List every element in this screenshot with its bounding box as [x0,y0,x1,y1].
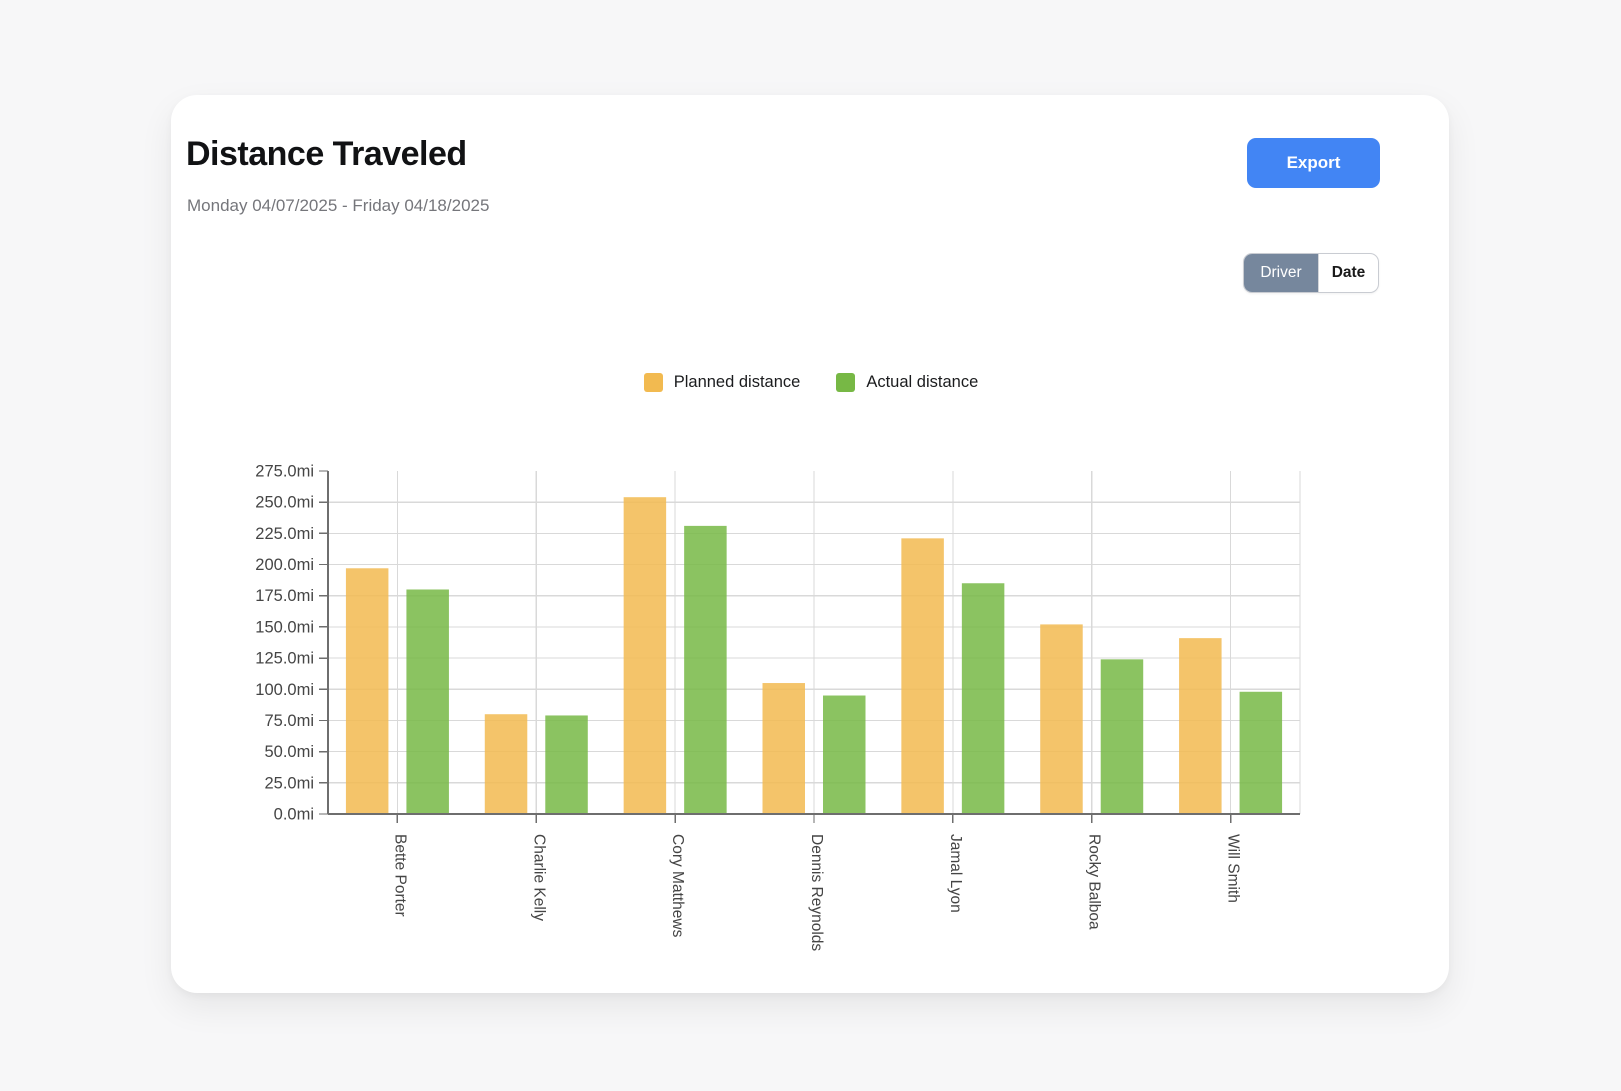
y-axis-label: 125.0mi [255,650,314,668]
x-axis-label-charlie-kelly: Charlie Kelly [530,834,547,921]
bar-actual-bette-porter[interactable] [406,589,449,814]
y-axis-label: 225.0mi [255,525,314,543]
x-axis-label-dennis-reynolds: Dennis Reynolds [808,834,825,951]
x-axis-label-rocky-balboa: Rocky Balboa [1086,834,1103,930]
distance-traveled-card: Distance Traveled Monday 04/07/2025 - Fr… [171,95,1449,993]
y-axis-label: 0.0mi [274,806,314,824]
y-axis-label: 275.0mi [255,463,314,481]
y-axis-label: 175.0mi [255,587,314,605]
bar-actual-will-smith[interactable] [1239,691,1283,814]
y-axis-label: 100.0mi [255,681,314,699]
planned-swatch-icon [643,372,663,392]
page-title: Distance Traveled [186,135,467,173]
group-by-toggle: Driver Date [1243,253,1379,293]
bar-planned-cory-matthews[interactable] [623,497,667,814]
x-axis-label-bette-porter: Bette Porter [391,834,408,917]
y-axis-label: 200.0mi [255,556,314,574]
y-axis-label: 25.0mi [264,774,314,792]
legend-item-actual[interactable]: Actual distance [836,372,979,392]
x-axis-label-cory-matthews: Cory Matthews [669,834,686,938]
y-axis-label: 150.0mi [255,618,314,636]
actual-swatch-icon [836,372,856,392]
y-axis-label: 50.0mi [264,743,314,761]
bar-actual-cory-matthews[interactable] [684,525,727,814]
legend-label-actual: Actual distance [866,372,979,391]
bar-actual-jamal-lyon[interactable] [961,583,1005,814]
toggle-option-date[interactable]: Date [1318,254,1378,292]
y-axis-label: 250.0mi [255,494,314,512]
legend-item-planned[interactable]: Planned distance [643,372,801,392]
bar-planned-jamal-lyon[interactable] [901,538,944,814]
legend-label-planned: Planned distance [673,372,801,391]
x-axis-label-jamal-lyon: Jamal Lyon [947,834,964,913]
bar-chart: 0.0mi 25.0mi 50.0mi 75.0mi 100.0mi 125.0mi 150… [255,463,1301,951]
bar-planned-will-smith[interactable] [1179,638,1222,814]
export-button[interactable]: Export [1247,138,1380,188]
bar-actual-rocky-balboa[interactable] [1100,659,1144,814]
y-axis-label: 75.0mi [264,712,314,730]
bar-actual-charlie-kelly[interactable] [545,715,588,814]
date-range-subtitle: Monday 04/07/2025 - Friday 04/18/2025 [187,196,490,215]
bar-planned-rocky-balboa[interactable] [1040,624,1083,814]
bar-planned-dennis-reynolds[interactable] [762,683,806,814]
toggle-option-driver[interactable]: Driver [1244,254,1318,292]
x-axis-label-will-smith: Will Smith [1225,834,1242,903]
bar-planned-bette-porter[interactable] [345,568,389,814]
bar-planned-charlie-kelly[interactable] [484,714,528,814]
bar-actual-dennis-reynolds[interactable] [823,695,866,814]
chart-legend: Planned distance Actual distance [211,371,1411,393]
